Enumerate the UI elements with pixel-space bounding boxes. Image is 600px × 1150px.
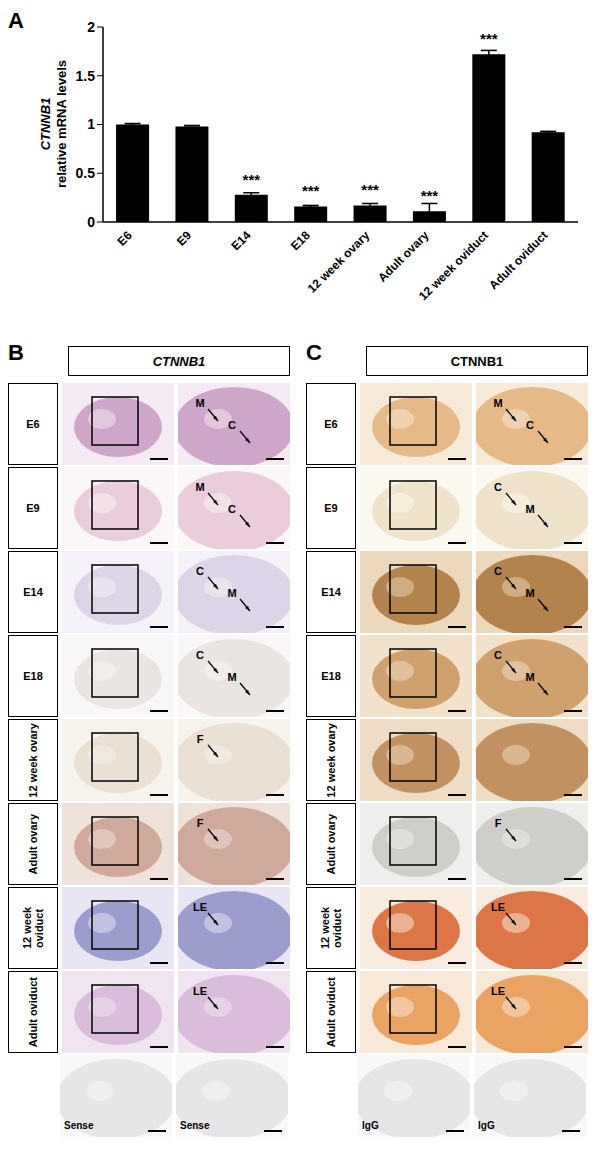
svg-text:***: ***: [421, 187, 439, 204]
svg-text:IgG: IgG: [478, 1120, 495, 1131]
svg-text:C: C: [494, 565, 502, 577]
html-text:E18: E18: [321, 670, 341, 682]
html-text:E14: E14: [321, 586, 341, 598]
svg-text:F: F: [197, 817, 204, 829]
html-text:E9: E9: [324, 502, 338, 514]
svg-text:M: M: [227, 671, 236, 683]
svg-text:E14: E14: [229, 228, 254, 253]
svg-text:12 week oviduct: 12 week oviduct: [416, 228, 491, 303]
html-text:E6: E6: [324, 418, 338, 430]
html-text:E9: E9: [26, 502, 40, 514]
svg-text:M: M: [195, 481, 204, 493]
svg-text:C: C: [494, 649, 502, 661]
html-text:12 week oviduct: 12 week oviduct: [21, 906, 45, 950]
svg-text:M: M: [525, 587, 534, 599]
svg-text:1.5: 1.5: [76, 68, 96, 84]
svg-text:F: F: [197, 733, 204, 745]
html-text:12 week ovary: 12 week ovary: [27, 722, 39, 798]
html-text:12 week oviduct: 12 week oviduct: [319, 906, 343, 950]
svg-text:F: F: [495, 817, 502, 829]
html-text:E14: E14: [23, 586, 43, 598]
html-text:Adult oviduct: Adult oviduct: [325, 976, 337, 1048]
svg-text:Sense: Sense: [64, 1120, 94, 1131]
html-text:A: A: [8, 8, 24, 33]
svg-text:***: ***: [243, 171, 261, 188]
svg-text:M: M: [195, 397, 204, 409]
svg-text:***: ***: [361, 181, 379, 198]
svg-text:LE: LE: [193, 985, 207, 997]
svg-text:M: M: [493, 397, 502, 409]
svg-text:E18: E18: [288, 228, 313, 253]
svg-text:***: ***: [302, 182, 320, 199]
svg-text:C: C: [526, 419, 534, 431]
svg-text:IgG: IgG: [362, 1120, 379, 1131]
html-text:E6: E6: [26, 418, 40, 430]
svg-text:LE: LE: [491, 985, 505, 997]
svg-text:C: C: [196, 649, 204, 661]
html-text:E18: E18: [23, 670, 43, 682]
svg-text:C: C: [494, 481, 502, 493]
svg-text:C: C: [196, 565, 204, 577]
svg-text:M: M: [525, 503, 534, 515]
svg-text:LE: LE: [193, 901, 207, 913]
svg-text:0.5: 0.5: [76, 165, 96, 181]
svg-text:M: M: [227, 587, 236, 599]
html-text:Adult ovary: Adult ovary: [27, 813, 39, 875]
svg-text:***: ***: [480, 30, 498, 47]
svg-text:2: 2: [87, 19, 95, 35]
svg-text:E9: E9: [174, 228, 195, 249]
svg-text:C: C: [228, 419, 236, 431]
svg-text:C: C: [228, 503, 236, 515]
html-text:Adult ovary: Adult ovary: [325, 813, 337, 875]
svg-text:LE: LE: [491, 901, 505, 913]
html-text:Adult oviduct: Adult oviduct: [27, 976, 39, 1048]
html-text:C: C: [306, 340, 322, 365]
html-text:B: B: [8, 340, 24, 365]
svg-text:1: 1: [87, 116, 95, 132]
svg-text:E6: E6: [115, 228, 136, 249]
svg-text:0: 0: [87, 214, 95, 230]
svg-text:Adult oviduct: Adult oviduct: [486, 228, 550, 292]
html-text:CTNNB1: CTNNB1: [152, 353, 206, 369]
html-text:12 week ovary: 12 week ovary: [325, 722, 337, 798]
html-text:CTNNB1: CTNNB1: [450, 353, 504, 369]
svg-text:Sense: Sense: [180, 1120, 210, 1131]
svg-text:CTNNB1relative mRNA levels: CTNNB1relative mRNA levels: [38, 60, 69, 188]
svg-text:M: M: [525, 671, 534, 683]
svg-text:12 week ovary: 12 week ovary: [305, 228, 373, 296]
svg-text:Adult ovary: Adult ovary: [375, 228, 432, 285]
